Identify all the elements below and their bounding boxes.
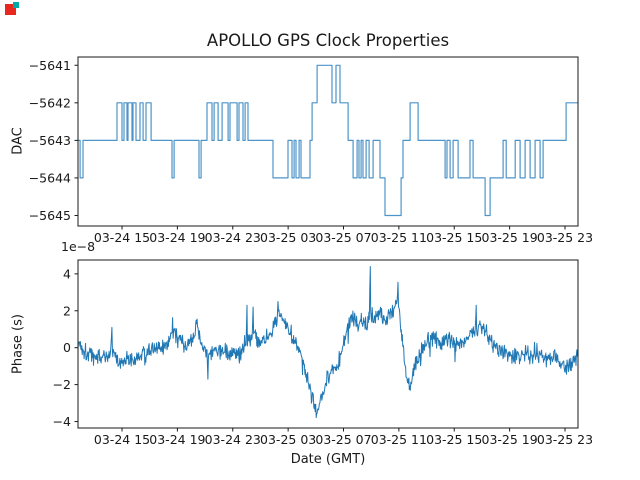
y-tick-label: −5643 (29, 133, 71, 148)
x-tick-label: 03-24 19 (149, 432, 205, 447)
x-tick-label: 03-25 03 (260, 230, 316, 245)
top-axes-frame (77, 56, 579, 227)
dac-axis-label: DAC (10, 127, 26, 155)
y-tick-label: −4 (53, 414, 71, 429)
x-tick-label: 03-25 03 (260, 432, 316, 447)
offset-exponent-label: 1e−8 (61, 239, 96, 254)
y-tick-label: −5641 (29, 58, 71, 73)
x-tick-label: 03-24 23 (205, 432, 261, 447)
x-tick-label: 03-25 23 (537, 432, 593, 447)
bottom-axes-frame (77, 259, 579, 429)
y-tick-label: −2 (53, 377, 71, 392)
y-tick-label: 4 (63, 266, 71, 281)
x-tick-label: 03-25 11 (371, 432, 427, 447)
cursor-marker-teal-icon (13, 2, 19, 8)
phase-axis-label: Phase (s) (10, 314, 26, 374)
x-tick-label: 03-24 15 (94, 230, 150, 245)
x-tick-label: 03-25 07 (315, 230, 371, 245)
date-axis-label: Date (GMT) (290, 452, 366, 467)
x-tick-label: 03-25 19 (482, 432, 538, 447)
x-tick-label: 03-24 15 (94, 432, 150, 447)
x-tick-label: 03-25 19 (482, 230, 538, 245)
x-tick-label: 03-25 11 (371, 230, 427, 245)
y-tick-label: −5644 (29, 170, 71, 185)
y-tick-label: −5642 (29, 95, 71, 110)
y-tick-label: −5645 (29, 208, 71, 223)
dac-step-line (78, 64, 578, 217)
x-tick-label: 03-24 23 (205, 230, 261, 245)
y-tick-label: 2 (63, 303, 71, 318)
cursor-marker-red-icon (5, 4, 16, 15)
y-tick-label: 0 (63, 340, 71, 355)
x-tick-label: 03-25 15 (426, 432, 482, 447)
x-tick-label: 03-24 19 (149, 230, 205, 245)
plot-title: APOLLO GPS Clock Properties (206, 31, 450, 50)
phase-noise-line (77, 266, 579, 419)
x-tick-label: 03-25 23 (537, 230, 593, 245)
x-tick-label: 03-25 07 (315, 432, 371, 447)
x-tick-label: 03-25 15 (426, 230, 482, 245)
